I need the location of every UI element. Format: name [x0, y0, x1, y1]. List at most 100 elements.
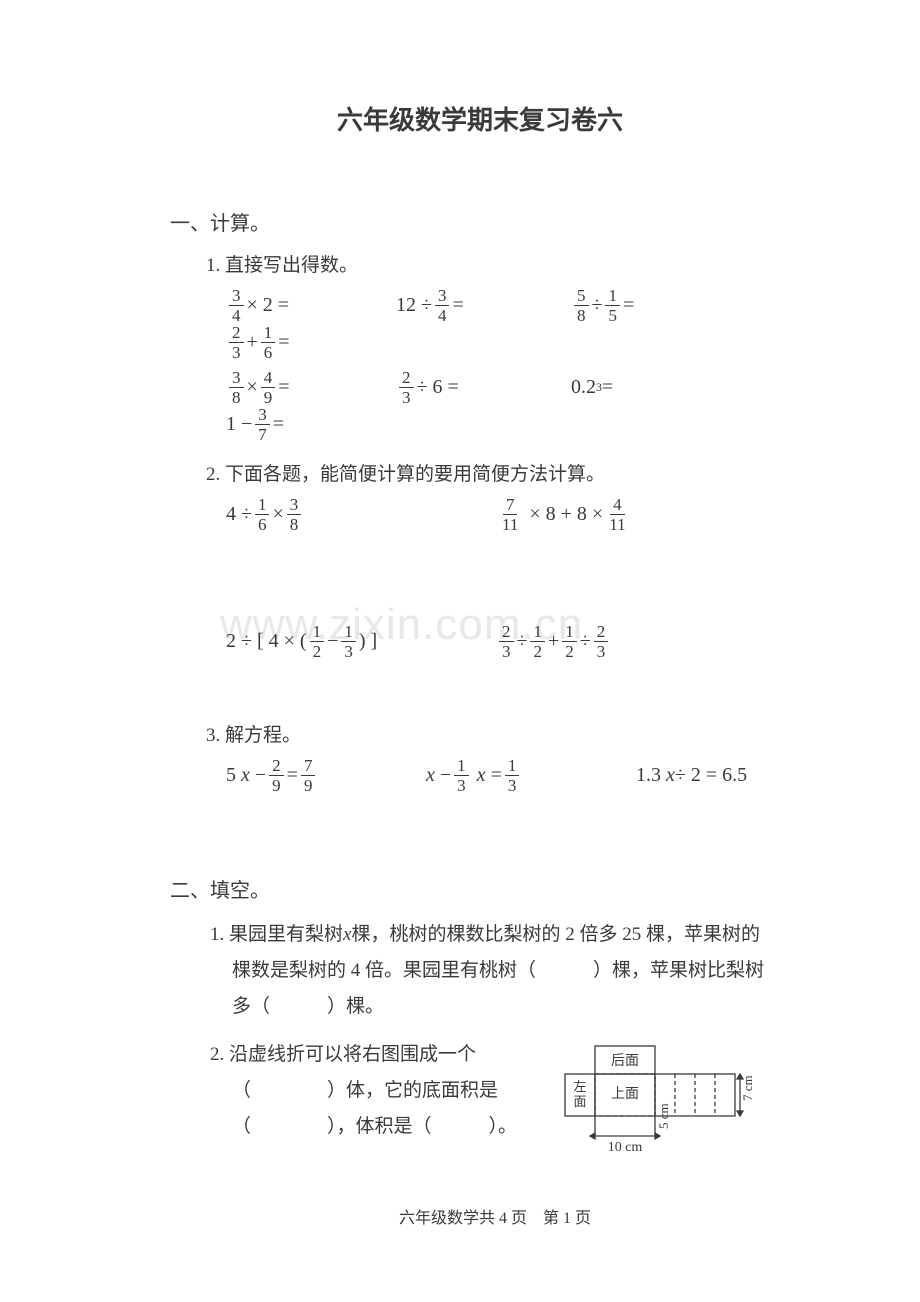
den: 11: [499, 515, 521, 533]
op: ÷: [241, 503, 252, 526]
num: 1: [454, 757, 469, 776]
coef: 1.3: [636, 764, 661, 787]
mid: × 8 + 8 ×: [529, 503, 603, 526]
label-10cm: 10 cm: [608, 1140, 643, 1155]
num: 2: [269, 757, 284, 776]
expr-1b: 12 ÷ 34 =: [396, 287, 571, 324]
r: 2: [263, 294, 273, 317]
mental-row1: 34 × 2 = 12 ÷ 34 = 58 ÷ 15 = 23 + 16 =: [226, 287, 820, 361]
op: ÷: [421, 294, 432, 317]
num: 7: [301, 757, 316, 776]
eq: =: [278, 331, 289, 354]
eq: =: [447, 376, 458, 399]
mental-row2: 38 × 49 = 23 ÷ 6 = 0.23 = 1 − 37 =: [226, 369, 820, 443]
den: 3: [229, 343, 244, 361]
label-back: 后面: [611, 1053, 639, 1069]
page: 六年级数学期末复习卷六 一、计算。 1. 直接写出得数。 34 × 2 = 12…: [0, 0, 920, 1268]
num: 3: [435, 287, 450, 306]
calc2-left: 2 ÷ [ 4 × ( 12 − 13 ) ]: [226, 623, 496, 660]
num: 2: [229, 324, 244, 343]
calc2-right: 23 ÷ 12 + 12 ÷ 23: [496, 623, 746, 660]
den: 6: [261, 343, 276, 361]
op: ×: [272, 503, 283, 526]
var: x: [477, 764, 486, 787]
q1-line2: 棵数是梨树的 4 倍。果园里有桃树（ ）棵，苹果树比梨树: [232, 953, 764, 989]
num: 4: [610, 496, 625, 515]
expr-1d: 23 + 16 =: [226, 324, 366, 361]
den: 2: [530, 642, 545, 660]
expr-1c: 58 ÷ 15 =: [571, 287, 741, 324]
calc1-right: 711 × 8 + 8 × 411: [496, 496, 746, 533]
num: 4: [261, 369, 276, 388]
page-footer: 六年级数学共 4 页 第 1 页: [170, 1204, 820, 1228]
q2-line2: （ ）体，它的底面积是: [232, 1073, 498, 1109]
den: 4: [435, 306, 450, 324]
op: +: [548, 630, 559, 653]
den: 3: [505, 776, 520, 794]
base: 0.2: [571, 376, 596, 399]
num: 3: [229, 369, 244, 388]
q2: 2. 沿虚线折可以将右图围成一个 （ ）体，它的底面积是 （ ），体积是（ ）。: [210, 1037, 820, 1174]
num: 3: [229, 287, 244, 306]
den: 9: [269, 776, 284, 794]
r: 6: [432, 376, 442, 399]
eq: =: [491, 764, 502, 787]
num: 2: [399, 369, 414, 388]
label-7cm: 7 cm: [740, 1076, 755, 1102]
den: 8: [229, 388, 244, 406]
eq: =: [623, 294, 634, 317]
var: x: [426, 764, 435, 787]
op: ÷: [417, 376, 428, 399]
op: ÷: [580, 630, 591, 653]
expr-2c: 0.23 =: [571, 376, 741, 399]
op: ÷: [592, 294, 603, 317]
den: 3: [399, 388, 414, 406]
coef: 5: [226, 764, 236, 787]
num: 1: [530, 623, 545, 642]
num: 5: [574, 287, 589, 306]
l: 1: [226, 413, 236, 436]
eq: =: [278, 376, 289, 399]
calc-pair2: 2 ÷ [ 4 × ( 12 − 13 ) ] 23 ÷ 12 + 12 ÷ 2…: [226, 623, 820, 660]
num: 1: [605, 287, 620, 306]
den: 8: [574, 306, 589, 324]
den: 6: [255, 515, 270, 533]
eq1: 5 x − 29 = 79: [226, 757, 426, 794]
den: 11: [606, 515, 628, 533]
op: +: [247, 331, 258, 354]
den: 2: [562, 642, 577, 660]
den: 9: [301, 776, 316, 794]
op: ×: [247, 294, 258, 317]
expr-2a: 38 × 49 =: [226, 369, 396, 406]
den: 3: [594, 642, 609, 660]
section2-header: 二、填空。: [170, 874, 820, 903]
op: −: [255, 764, 266, 787]
eq2: x − 13 x = 13: [426, 757, 636, 794]
calc1-left: 4 ÷ 16 × 38: [226, 496, 496, 533]
rest: ÷ 2 = 6.5: [675, 764, 747, 787]
num: 7: [503, 496, 518, 515]
var: x: [666, 764, 675, 787]
sub2-label: 2. 下面各题，能简便计算的要用简便方法计算。: [206, 459, 820, 486]
q1-pre: 1. 果园里有梨树: [210, 924, 343, 945]
t: 4: [226, 503, 236, 526]
page-title: 六年级数学期末复习卷六: [140, 100, 820, 137]
var: x: [241, 764, 250, 787]
sub1-label: 1. 直接写出得数。: [206, 250, 820, 277]
op: −: [327, 630, 338, 653]
equation-row: 5 x − 29 = 79 x − 13 x = 13 1.3 x ÷ 2 = …: [226, 757, 820, 794]
op: −: [440, 764, 451, 787]
den: 7: [255, 425, 270, 443]
num: 2: [499, 623, 514, 642]
num: 1: [505, 757, 520, 776]
q1-mid: 棵，桃树的棵数比梨树的 2 倍多 25 棵，苹果树的: [351, 924, 760, 945]
den: 9: [261, 388, 276, 406]
label-left2: 面: [573, 1094, 586, 1109]
num: 1: [341, 623, 356, 642]
expr-2b: 23 ÷ 6 =: [396, 369, 571, 406]
fill-questions: 1. 果园里有梨树x棵，桃树的棵数比梨树的 2 倍多 25 棵，苹果树的 棵数是…: [210, 917, 820, 1174]
expr-1a: 34 × 2 =: [226, 287, 396, 324]
calc-pair1: 4 ÷ 16 × 38 711 × 8 + 8 × 411: [226, 496, 820, 533]
eq: =: [602, 376, 613, 399]
eq: =: [278, 294, 289, 317]
